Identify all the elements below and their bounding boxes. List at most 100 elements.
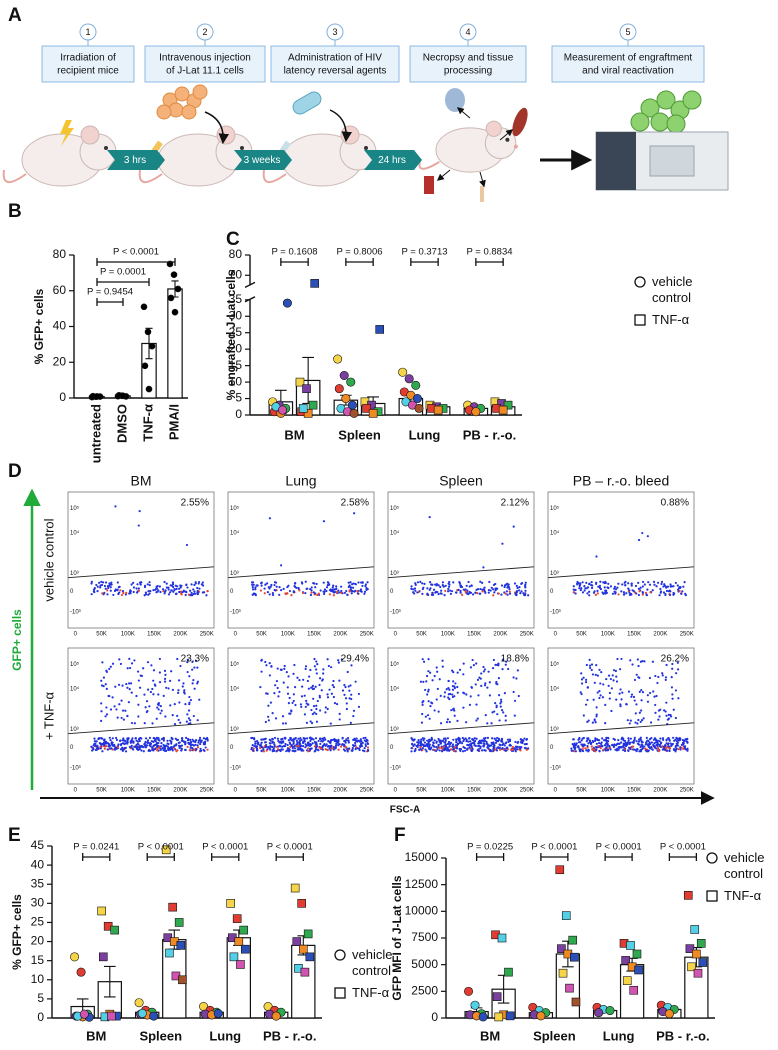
event-dot <box>301 685 304 688</box>
event-dot <box>501 542 504 545</box>
y-tick-label: 30 <box>31 896 45 910</box>
x-axis-label: FSC-A <box>390 805 421 816</box>
data-point <box>412 394 422 404</box>
event-dot <box>326 586 329 589</box>
event-dot <box>629 719 632 722</box>
event-dot <box>317 739 320 743</box>
event-dot <box>100 684 104 687</box>
legend-label: TNF-α <box>724 888 762 903</box>
event-dot <box>459 591 462 594</box>
event-dot <box>174 584 177 587</box>
event-dot <box>304 746 307 749</box>
event-dot <box>474 591 477 594</box>
event-dot <box>628 591 631 594</box>
y-tick-label: 0 <box>550 745 554 751</box>
event-dot <box>670 744 673 748</box>
event-dot <box>632 748 635 751</box>
event-dot <box>206 748 209 751</box>
instrument-panel <box>596 132 636 190</box>
event-dot <box>604 749 607 752</box>
cell-icon <box>666 114 686 134</box>
event-dot <box>659 737 662 740</box>
p-value-label: P = 0.0001 <box>100 267 146 278</box>
event-dot <box>479 677 482 680</box>
event-dot <box>617 582 620 585</box>
x-tick-label: Lung <box>209 1028 241 1043</box>
event-dot <box>194 581 197 584</box>
event-dot <box>170 745 173 749</box>
event-dot <box>260 746 263 749</box>
event-dot <box>504 719 507 722</box>
event-dot <box>633 678 637 682</box>
event-dot <box>186 745 189 748</box>
event-dot <box>188 749 191 752</box>
event-dot <box>130 691 133 694</box>
event-dot <box>614 588 618 591</box>
data-point <box>594 1008 604 1018</box>
data-point <box>302 384 311 393</box>
event-dot <box>488 681 491 684</box>
event-dot <box>453 709 456 712</box>
event-dot <box>344 741 347 744</box>
event-dot <box>628 741 632 744</box>
event-dot <box>602 592 605 595</box>
event-dot <box>109 586 112 589</box>
event-dot <box>321 679 324 682</box>
event-dot <box>104 744 108 748</box>
event-dot <box>293 750 296 753</box>
event-dot <box>445 721 449 724</box>
event-dot <box>520 738 523 741</box>
event-dot <box>477 694 480 697</box>
event-dot <box>587 742 590 745</box>
event-dot <box>186 661 189 664</box>
event-dot <box>101 737 104 740</box>
event-dot <box>637 664 640 668</box>
event-dot <box>419 746 422 749</box>
event-dot <box>523 746 527 750</box>
event-dot <box>454 744 458 747</box>
event-dot <box>199 749 202 752</box>
event-dot <box>143 594 146 597</box>
x-tick-label: BM <box>480 1028 500 1043</box>
x-tick-label: 150K <box>467 632 481 638</box>
data-point <box>334 384 344 394</box>
y-tick-label: 10⁴ <box>550 529 560 536</box>
event-dot <box>358 747 361 750</box>
event-dot <box>283 664 286 668</box>
event-dot <box>634 721 637 724</box>
event-dot <box>308 736 311 739</box>
step-number: 3 <box>332 27 337 37</box>
event-dot <box>582 714 585 717</box>
event-dot <box>280 740 283 743</box>
event-dot <box>332 679 335 683</box>
event-dot <box>293 747 297 750</box>
event-dot <box>313 740 317 744</box>
data-point <box>629 985 639 995</box>
event-dot <box>126 741 129 744</box>
event-dot <box>356 592 359 595</box>
event-dot <box>595 742 598 745</box>
x-tick-label: 100K <box>441 788 455 794</box>
event-dot <box>138 747 141 750</box>
event-dot <box>446 590 450 593</box>
event-dot <box>590 586 594 590</box>
event-dot <box>153 743 156 747</box>
event-dot <box>453 714 456 717</box>
event-dot <box>433 748 436 752</box>
event-dot <box>504 714 507 717</box>
data-point <box>339 371 349 381</box>
event-dot <box>124 709 127 712</box>
event-dot <box>304 665 308 668</box>
event-dot <box>296 743 299 746</box>
event-dot <box>251 588 255 591</box>
event-dot <box>674 581 677 585</box>
event-dot <box>165 582 168 585</box>
event-dot <box>357 581 360 584</box>
event-dot <box>527 594 530 597</box>
event-dot <box>171 749 174 752</box>
event-dot <box>279 745 282 748</box>
event-dot <box>632 741 635 744</box>
p-value-label: P = 0.3713 <box>401 247 447 258</box>
event-dot <box>482 665 485 669</box>
y-tick-label: 15 <box>229 358 243 372</box>
